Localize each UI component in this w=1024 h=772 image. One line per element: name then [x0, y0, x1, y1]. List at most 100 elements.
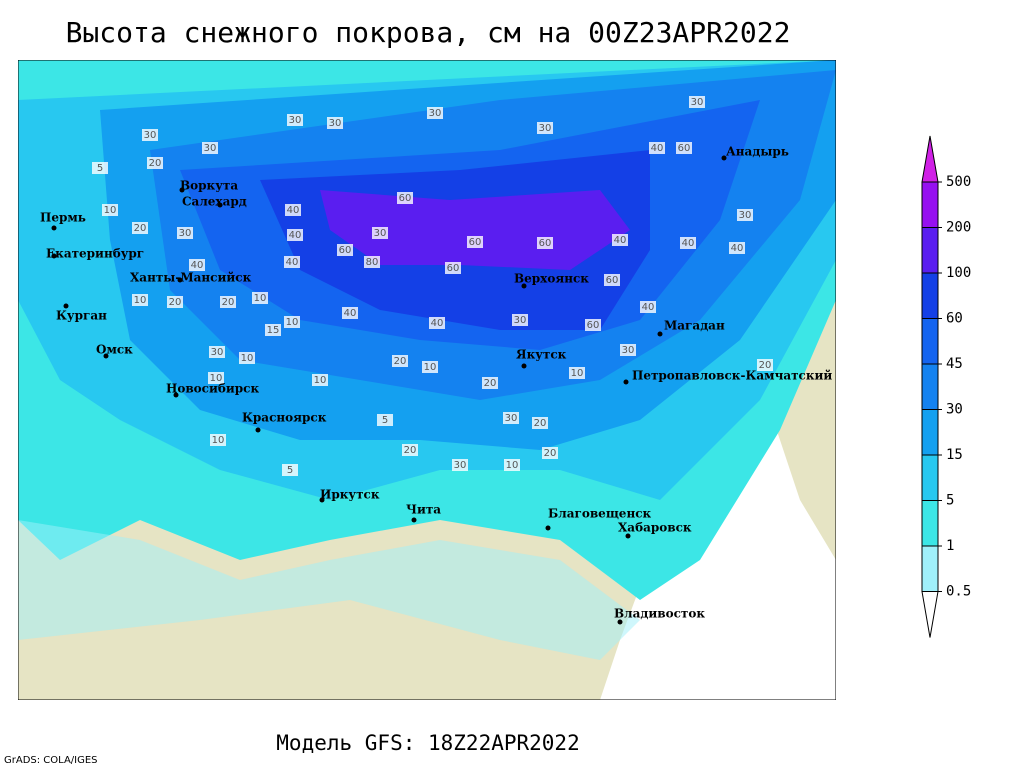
city-label: Пермь [40, 211, 86, 225]
colorbar-band [921, 272, 939, 319]
contour-label: 10 [571, 368, 584, 379]
contour-label: 30 [454, 460, 467, 471]
contour-label: 5 [287, 465, 293, 476]
city-dot [625, 533, 631, 539]
contour-label: 40 [191, 260, 204, 271]
city-dot [255, 427, 261, 433]
contour-label: 60 [606, 275, 619, 286]
city-dot [623, 379, 629, 385]
contour-label-box [585, 319, 601, 331]
contour-label: 40 [286, 257, 299, 268]
contour-label: 10 [210, 373, 223, 384]
contour-label: 10 [254, 293, 267, 304]
contour-label-box [689, 96, 705, 108]
contour-label-box [512, 314, 528, 326]
colorbar-band [921, 409, 939, 456]
city-label: Красноярск [242, 411, 327, 425]
contour-label-box [147, 157, 163, 169]
contour-label-box [537, 122, 553, 134]
contour-label-box [177, 227, 193, 239]
contour-label: 20 [534, 418, 547, 429]
contour-label: 30 [179, 228, 192, 239]
contour-label-box [220, 296, 236, 308]
contour-label-box [504, 459, 520, 471]
colorbar-label: 500 [946, 174, 971, 190]
city-label: Чита [406, 503, 441, 517]
city-dot [521, 363, 527, 369]
credit: GrADS: COLA/IGES [4, 755, 98, 766]
city-dot [173, 392, 179, 398]
city-dot [51, 225, 57, 231]
contour-label: 30 [429, 108, 442, 119]
colorbar-band [921, 500, 939, 547]
contour-label: 20 [149, 158, 162, 169]
contour-label-box [397, 192, 413, 204]
city-label: Якутск [516, 348, 567, 362]
contour-label: 30 [514, 315, 527, 326]
contour-label: 40 [344, 308, 357, 319]
colorbar-band [921, 363, 939, 410]
city-dot [617, 619, 623, 625]
contour-label-box [287, 229, 303, 241]
contour-label-box [620, 344, 636, 356]
contour-label-box [649, 142, 665, 154]
city-label: Верхоянск [514, 272, 589, 286]
contour-label: 60 [339, 245, 352, 256]
contour-label: 40 [287, 205, 300, 216]
city-dot [179, 187, 185, 193]
contour-label: 20 [404, 445, 417, 456]
colorbar-label: 45 [946, 356, 963, 372]
contour-label-box [737, 209, 753, 221]
contour-label-box [282, 464, 298, 476]
contour-label-box [640, 301, 656, 313]
contour-label: 10 [212, 435, 225, 446]
contour-label: 15 [267, 325, 280, 336]
city-dot [51, 253, 57, 259]
contour-label: 10 [134, 295, 147, 306]
contour-label: 20 [484, 378, 497, 389]
contour-label-box [102, 204, 118, 216]
contour-label: 30 [211, 347, 224, 358]
city-dot [217, 202, 223, 208]
contour-label: 60 [447, 263, 460, 274]
city-dot [103, 353, 109, 359]
contour-label-box [284, 256, 300, 268]
contour-label-box [452, 459, 468, 471]
contour-label: 30 [289, 115, 302, 126]
contour-label-box [142, 129, 158, 141]
contour-label: 30 [739, 210, 752, 221]
contour-label: 40 [289, 230, 302, 241]
contour-label-box [327, 117, 343, 129]
contour-label: 40 [682, 238, 695, 249]
contour-label-box [612, 234, 628, 246]
contour-label-box [402, 444, 418, 456]
city-label: Магадан [664, 319, 725, 333]
colorbar-label: 15 [946, 447, 963, 463]
colorbar-band [921, 545, 939, 592]
contour-label: 30 [505, 413, 518, 424]
contour-label-box [252, 292, 268, 304]
contour-label: 20 [134, 223, 147, 234]
city-label: Анадырь [726, 145, 789, 159]
contour-label-box [676, 142, 692, 154]
contour-label-box [429, 317, 445, 329]
contour-label-box [132, 222, 148, 234]
title: Высота снежного покрова, см на 00Z23APR2… [66, 16, 791, 49]
contour-label-box [265, 324, 281, 336]
colorbar-label: 0.5 [946, 584, 971, 600]
city-dot [721, 155, 727, 161]
contour-label: 20 [394, 356, 407, 367]
contour-label: 10 [241, 353, 254, 364]
contour-label: 40 [731, 243, 744, 254]
contour-label-box [210, 434, 226, 446]
contour-label: 40 [642, 302, 655, 313]
city-label: Иркутск [320, 488, 380, 502]
contour-label: 60 [469, 237, 482, 248]
contour-label: 20 [169, 297, 182, 308]
colorbar-label: 100 [946, 265, 971, 281]
contour-label: 20 [222, 297, 235, 308]
colorbar-band [921, 318, 939, 365]
city-label: Новосибирск [166, 382, 259, 396]
contour-label-box [482, 377, 498, 389]
contour-label: 10 [424, 362, 437, 373]
